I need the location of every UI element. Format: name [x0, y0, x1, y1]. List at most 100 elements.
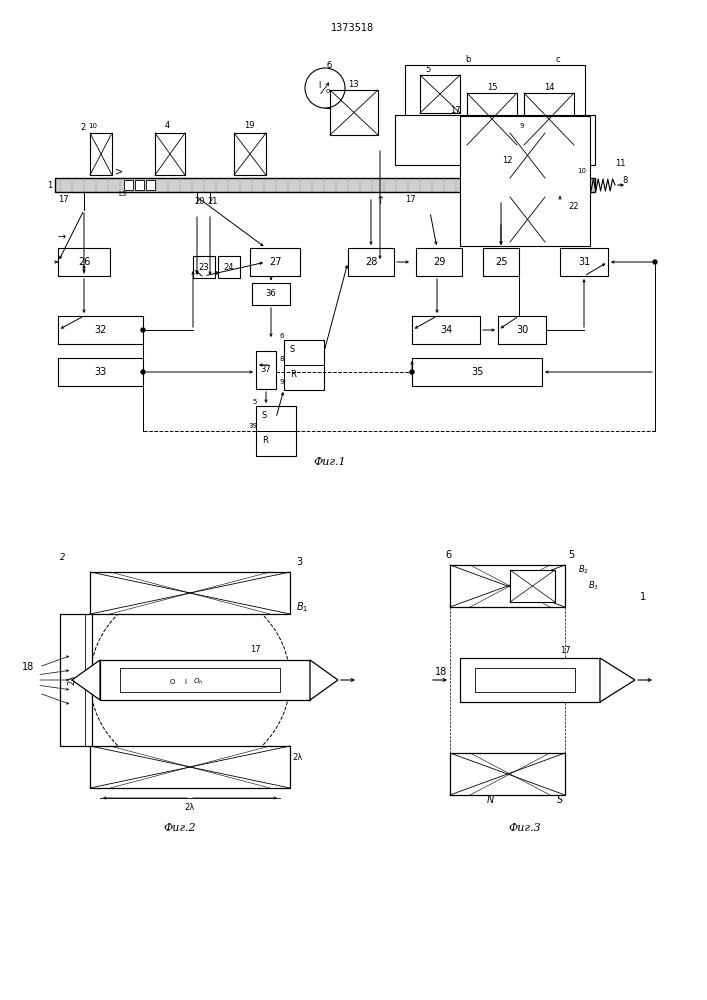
Text: 20: 20 — [194, 197, 204, 206]
Bar — [58, 358, 143, 386]
Bar — [58, 248, 110, 276]
Text: O: O — [169, 679, 175, 685]
Circle shape — [141, 370, 145, 374]
Text: N: N — [486, 795, 493, 805]
Bar — [90, 746, 290, 788]
Text: 10: 10 — [88, 123, 97, 129]
Text: 8: 8 — [280, 356, 284, 362]
Bar — [420, 75, 460, 113]
Bar — [284, 340, 324, 390]
Bar — [256, 351, 276, 389]
Text: 18: 18 — [435, 667, 448, 677]
Bar — [395, 115, 595, 165]
Text: 11: 11 — [615, 159, 626, 168]
Bar — [135, 180, 144, 190]
Bar — [193, 256, 215, 278]
Text: 28: 28 — [365, 257, 378, 267]
Bar — [234, 133, 266, 175]
Bar — [252, 283, 290, 305]
Text: L3: L3 — [118, 191, 127, 197]
Text: 17: 17 — [450, 106, 461, 115]
Text: 17: 17 — [405, 195, 416, 204]
Polygon shape — [310, 660, 338, 700]
Text: 30: 30 — [516, 325, 528, 335]
Bar — [510, 197, 545, 242]
Text: 33: 33 — [94, 367, 107, 377]
Bar — [348, 248, 394, 276]
Text: b: b — [465, 55, 470, 64]
Text: ↑: ↑ — [376, 196, 385, 206]
Text: Фиг.3: Фиг.3 — [509, 823, 542, 833]
Text: 19: 19 — [244, 121, 255, 130]
Text: 4: 4 — [165, 121, 170, 130]
Bar — [460, 658, 600, 702]
Bar — [412, 316, 480, 344]
Text: 1: 1 — [640, 592, 646, 602]
Text: S: S — [262, 411, 267, 420]
Text: 2: 2 — [60, 553, 65, 562]
Text: 39: 39 — [248, 423, 257, 429]
Bar — [460, 116, 590, 246]
Bar — [60, 614, 92, 746]
Bar — [475, 668, 575, 692]
Text: 17: 17 — [250, 645, 261, 654]
Text: 34: 34 — [440, 325, 452, 335]
Text: 3: 3 — [296, 557, 302, 567]
Bar — [124, 180, 133, 190]
Text: c: c — [555, 55, 560, 64]
Text: $B_2$: $B_2$ — [578, 563, 589, 576]
Text: 1: 1 — [47, 180, 52, 190]
Text: 9: 9 — [280, 379, 284, 385]
Bar — [120, 668, 280, 692]
Bar — [450, 753, 565, 795]
Text: 17: 17 — [58, 195, 69, 204]
Text: Фиг.2: Фиг.2 — [164, 823, 197, 833]
Text: 9: 9 — [520, 123, 525, 129]
Text: 12: 12 — [502, 156, 513, 165]
Polygon shape — [72, 660, 100, 700]
Text: $B_1$: $B_1$ — [296, 600, 308, 614]
Bar — [554, 200, 566, 218]
Text: 2: 2 — [80, 123, 86, 132]
Text: 15: 15 — [487, 83, 498, 92]
Text: $B_3$: $B_3$ — [588, 579, 599, 591]
Text: >: > — [115, 167, 123, 177]
Text: 18: 18 — [22, 662, 34, 672]
Text: →: → — [58, 232, 66, 242]
Text: 8: 8 — [622, 176, 627, 185]
Text: 35: 35 — [471, 367, 483, 377]
Circle shape — [141, 328, 145, 332]
Text: 5: 5 — [568, 550, 574, 560]
Text: R: R — [262, 436, 268, 445]
Text: l: l — [184, 679, 186, 685]
Bar — [90, 572, 290, 614]
Bar — [405, 65, 585, 160]
Text: 6: 6 — [280, 333, 284, 339]
Polygon shape — [600, 658, 635, 702]
Bar — [412, 358, 542, 386]
Text: 25: 25 — [495, 257, 507, 267]
Bar — [416, 248, 462, 276]
Text: Фиг.1: Фиг.1 — [314, 457, 346, 467]
Bar — [218, 256, 240, 278]
Text: 2λ: 2λ — [293, 754, 303, 762]
Text: 1373518: 1373518 — [332, 23, 375, 33]
Text: 6: 6 — [445, 550, 451, 560]
Text: 27: 27 — [269, 257, 281, 267]
Text: $O_h$: $O_h$ — [193, 677, 203, 687]
Text: 13: 13 — [348, 80, 358, 89]
Text: 2λ: 2λ — [67, 675, 76, 685]
Text: 32: 32 — [94, 325, 107, 335]
Bar — [90, 133, 112, 175]
Text: 22: 22 — [568, 202, 578, 211]
Text: 23: 23 — [199, 262, 209, 271]
Text: 5: 5 — [425, 65, 431, 74]
Text: l: l — [318, 81, 320, 90]
Text: 10: 10 — [577, 168, 586, 174]
Bar — [510, 570, 555, 602]
Text: 26: 26 — [78, 257, 90, 267]
Text: 14: 14 — [544, 83, 554, 92]
Text: 29: 29 — [433, 257, 445, 267]
Bar — [55, 178, 595, 192]
Text: 24: 24 — [223, 262, 234, 271]
